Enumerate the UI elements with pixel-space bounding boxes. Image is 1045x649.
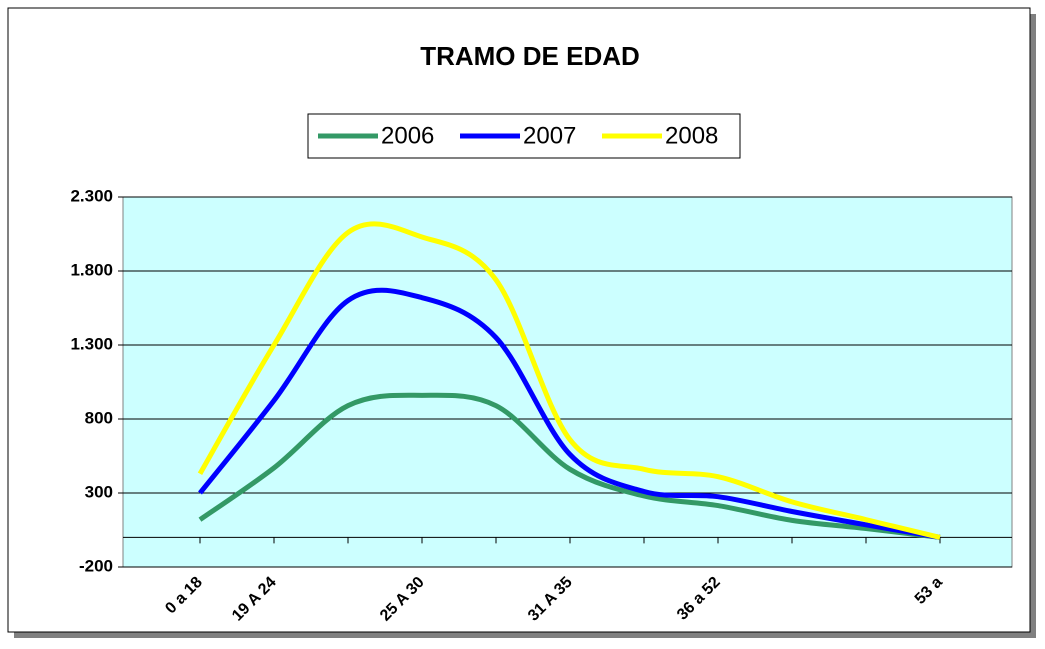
legend-label: 2008 <box>665 122 718 149</box>
series-line <box>197 221 941 540</box>
y-tick-label: 2.300 <box>70 186 113 205</box>
chart-title: TRAMO DE EDAD <box>420 41 640 71</box>
y-tick-label: 300 <box>85 482 113 501</box>
legend-label: 2007 <box>523 122 576 149</box>
y-tick-label: -200 <box>79 556 113 575</box>
y-tick-label: 800 <box>85 408 113 427</box>
legend <box>307 113 741 159</box>
plot-area <box>122 196 1013 568</box>
series-line <box>198 392 941 540</box>
y-tick-label: 1.300 <box>70 334 113 353</box>
y-tick-label: 1.800 <box>70 260 113 279</box>
legend-label: 2006 <box>381 122 434 149</box>
series-line <box>198 287 941 540</box>
